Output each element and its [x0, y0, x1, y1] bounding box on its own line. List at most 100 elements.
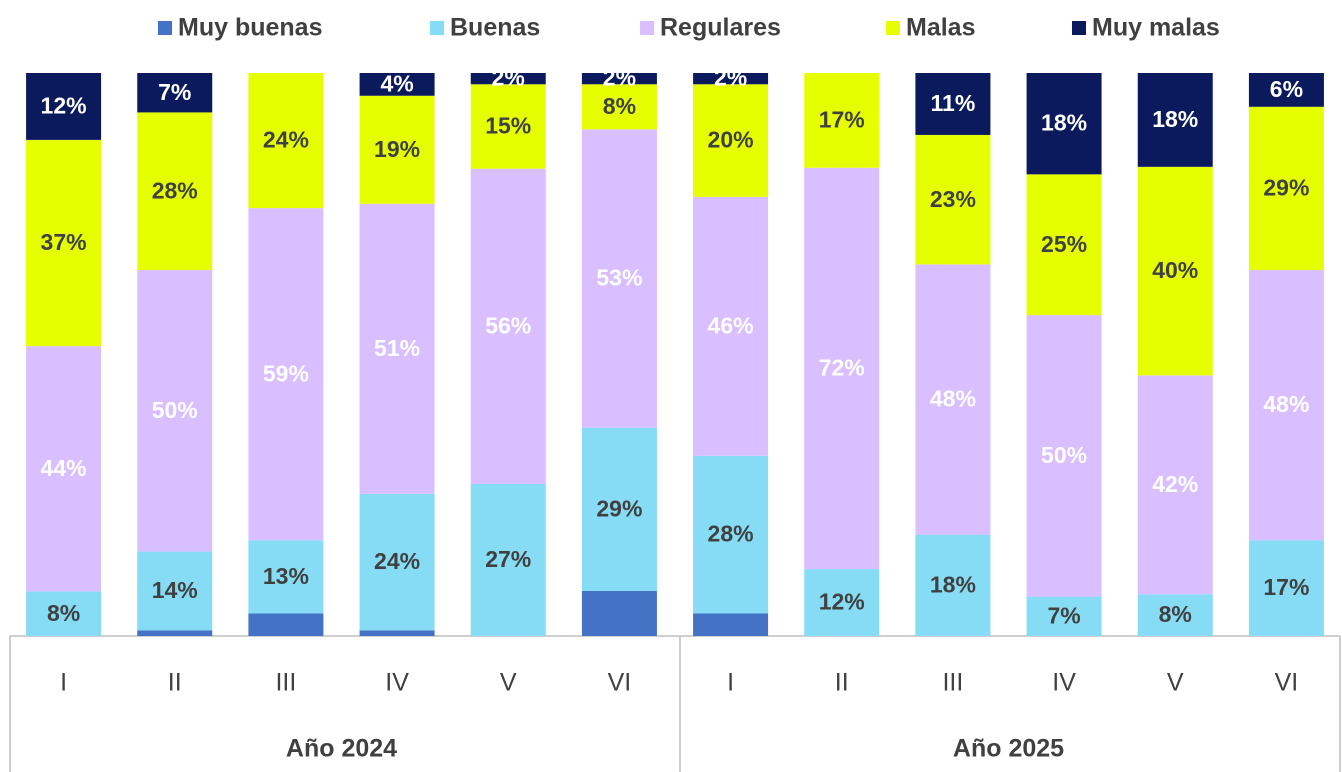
bar-segment: [1137, 73, 1213, 167]
x-tick-label: V: [1167, 669, 1184, 697]
bar-segment: [581, 427, 657, 591]
legend-label: Muy buenas: [178, 14, 322, 42]
bar-segment: [1026, 174, 1102, 316]
legend-swatch: [158, 21, 172, 35]
bar-segment: [915, 134, 991, 265]
bar-segment: [1248, 540, 1324, 636]
bar-segment: [581, 73, 657, 85]
x-tick-label: I: [727, 669, 734, 697]
bar-segment: [1026, 73, 1102, 175]
x-tick-label: I: [60, 669, 67, 697]
data-label: 2%: [492, 65, 525, 91]
data-label: 12%: [41, 93, 87, 119]
data-label: 23%: [930, 186, 976, 212]
bar-segment: [581, 84, 657, 130]
bar-segment: [804, 167, 880, 570]
data-label: 51%: [374, 335, 420, 361]
bar-segment: [470, 483, 546, 636]
data-label: 44%: [41, 455, 87, 481]
bar-segment: [693, 73, 769, 85]
legend-label: Malas: [906, 14, 975, 42]
bar-segment: [915, 264, 991, 535]
data-label: 27%: [485, 546, 531, 572]
data-label: 37%: [41, 229, 87, 255]
bar-segment: [1248, 106, 1324, 271]
data-label: 7%: [158, 79, 191, 105]
group-label: Año 2025: [953, 735, 1064, 763]
bar-segment: [1026, 596, 1102, 636]
data-label: 40%: [1152, 257, 1198, 283]
data-label: 12%: [819, 589, 865, 615]
bar-segment: [1248, 270, 1324, 541]
bar-segment: [470, 84, 546, 169]
data-label: 24%: [263, 127, 309, 153]
data-label: 42%: [1152, 471, 1198, 497]
bar-segment: [137, 112, 213, 271]
bar-segment: [359, 630, 435, 636]
x-tick-label: III: [275, 669, 296, 697]
legend-label: Buenas: [450, 14, 540, 42]
bar-segment: [581, 129, 657, 428]
data-label: 48%: [930, 386, 976, 412]
bar-segment: [359, 493, 435, 631]
data-label: 11%: [931, 90, 976, 116]
data-label: 25%: [1041, 231, 1087, 257]
bar-segment: [359, 95, 435, 204]
x-tick-label: VI: [608, 669, 632, 697]
legend-label: Muy malas: [1092, 14, 1220, 42]
x-tick-label: IV: [1052, 669, 1076, 697]
bar-segment: [248, 73, 324, 209]
data-label: 48%: [1263, 391, 1309, 417]
legend-swatch: [886, 21, 900, 35]
bar-segment: [248, 540, 324, 614]
x-tick-label: II: [835, 669, 849, 697]
data-label: 15%: [485, 113, 531, 139]
data-label: 29%: [1263, 174, 1309, 200]
data-label: 2%: [603, 65, 636, 91]
bar-segment: [693, 84, 769, 197]
data-label: 56%: [485, 312, 531, 338]
bar-segment: [137, 551, 213, 631]
bar-segment: [248, 613, 324, 636]
x-tick-label: IV: [385, 669, 409, 697]
bar-segment: [1026, 315, 1102, 597]
data-label: 6%: [1270, 76, 1303, 102]
data-label: 20%: [708, 127, 754, 153]
bar-segment: [804, 73, 880, 168]
x-tick-label: III: [942, 669, 963, 697]
bar-segment: [915, 534, 991, 636]
legend-label: Regulares: [660, 14, 781, 42]
legend-swatch: [640, 21, 654, 35]
data-label: 8%: [603, 93, 636, 119]
bar-segment: [1137, 166, 1213, 376]
bar-segment: [804, 569, 880, 636]
data-label: 50%: [152, 397, 198, 423]
data-label: 50%: [1041, 442, 1087, 468]
bar-segment: [1137, 375, 1213, 595]
data-label: 4%: [380, 70, 413, 96]
x-tick-label: VI: [1275, 669, 1299, 697]
bar-segment: [915, 73, 991, 135]
data-label: 29%: [596, 495, 642, 521]
x-tick-label: II: [168, 669, 182, 697]
bar-segment: [693, 455, 769, 614]
bar-segment: [693, 613, 769, 636]
bar-segment: [137, 270, 213, 552]
data-label: 18%: [1041, 110, 1087, 136]
data-label: 8%: [47, 600, 80, 626]
data-label: 46%: [708, 312, 754, 338]
data-label: 17%: [819, 106, 865, 132]
data-label: 18%: [1152, 106, 1198, 132]
legend-swatch: [1072, 21, 1086, 35]
x-tick-label: V: [500, 669, 517, 697]
data-label: 7%: [1047, 602, 1080, 628]
data-label: 24%: [374, 548, 420, 574]
data-label: 17%: [1263, 574, 1309, 600]
data-label: 28%: [708, 521, 754, 547]
data-label: 18%: [930, 571, 976, 597]
data-label: 59%: [263, 360, 309, 386]
bar-segment: [470, 168, 546, 484]
bar-segment: [359, 203, 435, 494]
bar-segment: [26, 139, 102, 347]
